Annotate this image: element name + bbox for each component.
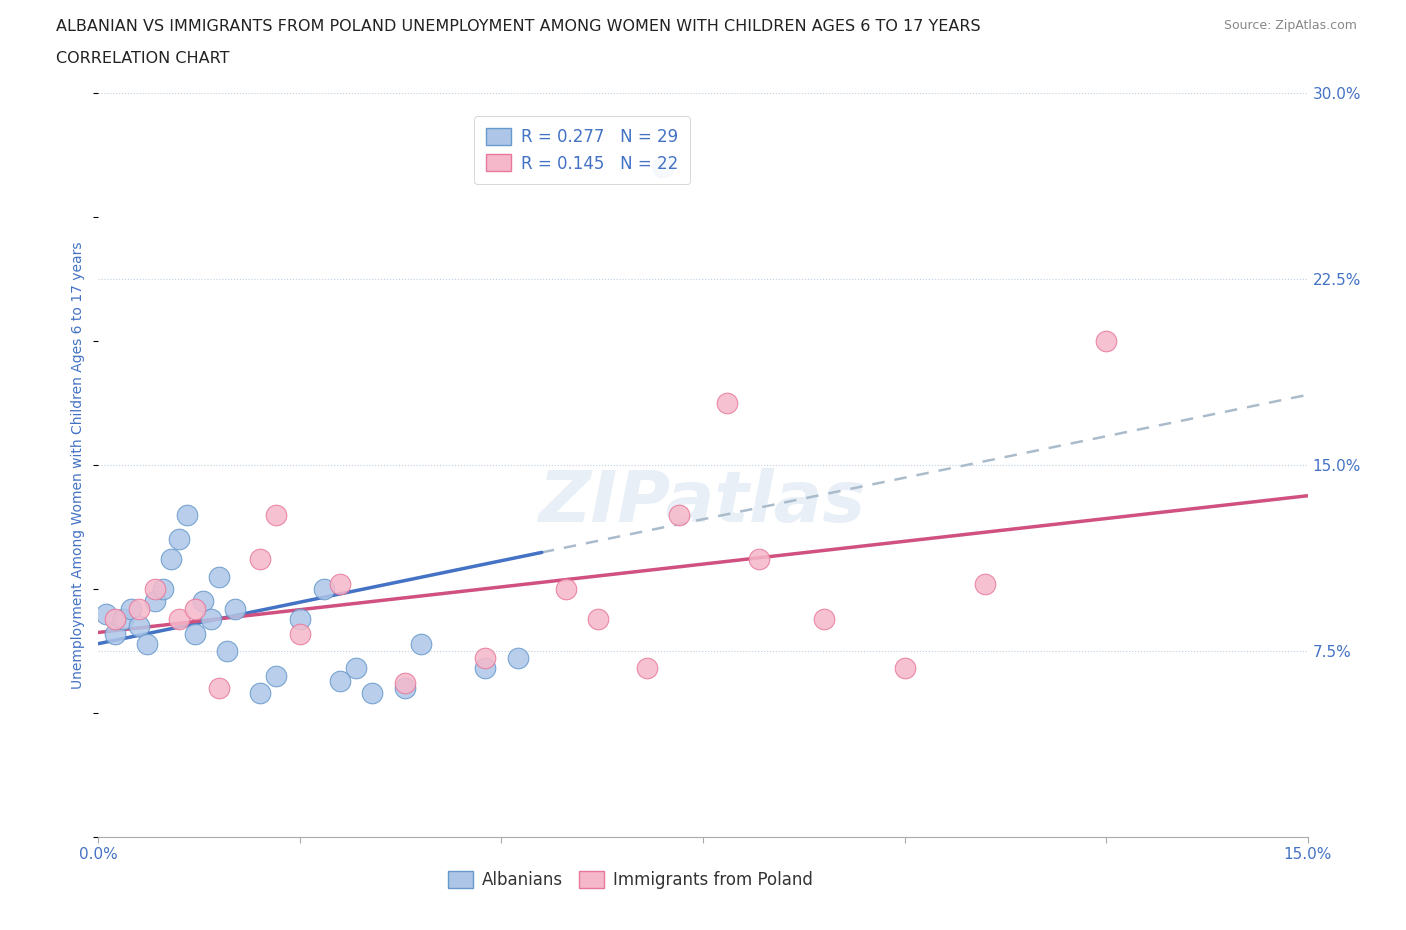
Point [748,551,770,566]
Point [474,651,496,666]
Y-axis label: Unemployment Among Women with Children Ages 6 to 17 years: Unemployment Among Women with Children A… [72,241,86,689]
Point [288,611,311,626]
Point [264,507,287,522]
Point [314,581,336,596]
Point [651,160,673,175]
Point [167,611,190,626]
Point [128,602,150,617]
Point [217,644,239,658]
Point [893,661,915,676]
Point [329,577,352,591]
Point [506,651,529,666]
Point [264,669,287,684]
Point [208,681,231,696]
Point [636,661,658,676]
Point [128,618,150,633]
Point [555,581,578,596]
Point [143,581,166,596]
Point [120,602,142,617]
Point [249,685,271,700]
Point [394,681,416,696]
Point [193,594,215,609]
Point [409,636,432,651]
Point [143,594,166,609]
Text: ZIPatlas: ZIPatlas [540,468,866,537]
Point [96,606,118,621]
Point [184,626,207,641]
Point [200,611,222,626]
Point [329,673,352,688]
Text: ALBANIAN VS IMMIGRANTS FROM POLAND UNEMPLOYMENT AMONG WOMEN WITH CHILDREN AGES 6: ALBANIAN VS IMMIGRANTS FROM POLAND UNEMP… [56,19,981,33]
Point [974,577,997,591]
Text: CORRELATION CHART: CORRELATION CHART [56,51,229,66]
Point [160,551,183,566]
Point [344,661,367,676]
Point [111,611,134,626]
Point [208,569,231,584]
Point [176,507,198,522]
Point [668,507,690,522]
Point [103,611,125,626]
Point [394,676,416,691]
Point [361,685,384,700]
Text: Source: ZipAtlas.com: Source: ZipAtlas.com [1223,19,1357,32]
Point [249,551,271,566]
Point [167,532,190,547]
Point [288,626,311,641]
Point [1095,334,1118,349]
Point [103,626,125,641]
Point [586,611,609,626]
Point [224,602,246,617]
Point [152,581,174,596]
Legend: Albanians, Immigrants from Poland: Albanians, Immigrants from Poland [441,864,820,896]
Point [135,636,157,651]
Point [474,661,496,676]
Point [184,602,207,617]
Point [813,611,835,626]
Point [716,395,738,410]
